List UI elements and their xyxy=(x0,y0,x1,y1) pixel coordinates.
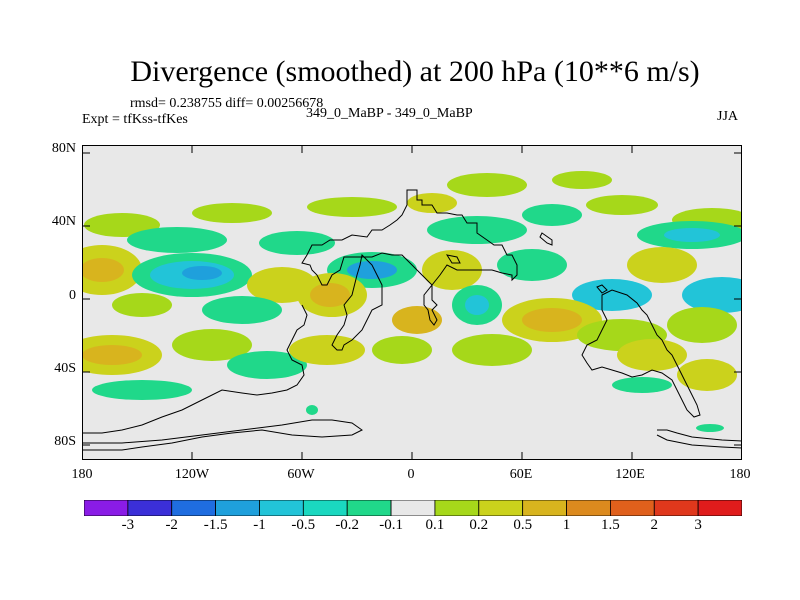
lat-label-40s: 40S xyxy=(54,361,76,376)
colorbar-swatch xyxy=(302,500,348,516)
lon-label-180e: 180 xyxy=(729,467,751,482)
lat-label-80s: 80S xyxy=(54,434,76,449)
colorbar-swatch xyxy=(171,500,217,516)
colorbar-label: -3 xyxy=(121,517,135,533)
divergence-contours xyxy=(82,171,742,432)
lon-label-120w: 120W xyxy=(174,467,210,482)
lat-label-80n: 80N xyxy=(51,141,76,156)
colorbar-label: -0.1 xyxy=(379,517,403,533)
colorbar-swatch xyxy=(434,500,480,516)
colorbar-label: -1.5 xyxy=(203,517,228,533)
colorbar-label: -1 xyxy=(253,517,266,533)
stats-line: rmsd= 0.238755 diff= 0.00256678 xyxy=(130,96,324,111)
lat-label-eq: 0 xyxy=(69,288,76,303)
colorbar-swatch xyxy=(478,500,524,516)
coastlines xyxy=(82,189,742,451)
colorbar-swatch xyxy=(259,500,304,516)
colorbar-swatch xyxy=(697,500,742,516)
colorbar-label: 0.2 xyxy=(469,517,489,533)
colorbar-label: 2 xyxy=(650,517,659,533)
case-label: 349_0_MaBP - 349_0_MaBP xyxy=(306,106,473,121)
colorbar-swatch xyxy=(215,500,260,516)
lon-label-60e: 60E xyxy=(509,467,533,482)
colorbar-label: 1.5 xyxy=(601,517,620,533)
colorbar-swatch xyxy=(346,500,392,516)
lon-label-180w: 180 xyxy=(71,467,93,482)
lon-label-0: 0 xyxy=(407,467,415,482)
colorbar-swatch xyxy=(653,500,699,516)
colorbar-swatch xyxy=(566,500,611,516)
season-label: JJA xyxy=(717,109,739,124)
colorbar-label: -0.5 xyxy=(291,517,316,533)
colorbar-label: -2 xyxy=(165,517,178,533)
colorbar-label: 0.1 xyxy=(425,517,445,533)
colorbar-swatch xyxy=(610,500,655,516)
colorbar-swatch xyxy=(84,500,129,516)
plot-title: Divergence (smoothed) at 200 hPa (10**6 … xyxy=(130,55,700,88)
lon-label-120e: 120E xyxy=(615,467,645,482)
colorbar-label: 1 xyxy=(562,517,571,533)
colorbar-label: 3 xyxy=(694,517,702,533)
lat-label-40n: 40N xyxy=(51,214,76,229)
colorbar-swatch xyxy=(390,500,436,516)
axis-ticks xyxy=(82,145,742,460)
colorbar-label: 0.5 xyxy=(513,517,533,533)
lon-label-60w: 60W xyxy=(287,467,315,482)
colorbar-label: -0.2 xyxy=(335,517,360,533)
colorbar-swatch xyxy=(522,500,567,516)
colorbar xyxy=(84,500,742,516)
colorbar-swatch xyxy=(127,500,173,516)
divergence-map xyxy=(82,145,742,460)
experiment-label: Expt = tfKss-tfKes xyxy=(82,112,188,127)
